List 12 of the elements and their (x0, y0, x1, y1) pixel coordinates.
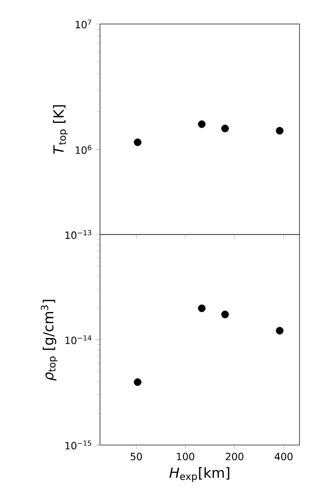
y-tick-label: 10$^{6}$ (76, 144, 92, 154)
x-axis-title: H$_{exp}$[km] (169, 467, 230, 482)
x-tick-label: 50 (130, 452, 142, 460)
x-tick-label: 400 (274, 452, 293, 460)
y-axis-title: T$_{top}$ [K] (53, 105, 68, 154)
y-axis-title: ρ$_{top}$ [g/cm$^{3}$] (40, 300, 58, 381)
y-tick-label: 10$^{−15}$ (65, 440, 92, 450)
y-tick-label: 10$^{−13}$ (65, 230, 92, 239)
y-tick-label: 10$^{−14}$ (65, 335, 92, 344)
x-tick-label: 200 (226, 452, 244, 460)
x-tick-label: 100 (176, 452, 194, 460)
y-tick-label: 10$^{7}$ (76, 20, 92, 28)
